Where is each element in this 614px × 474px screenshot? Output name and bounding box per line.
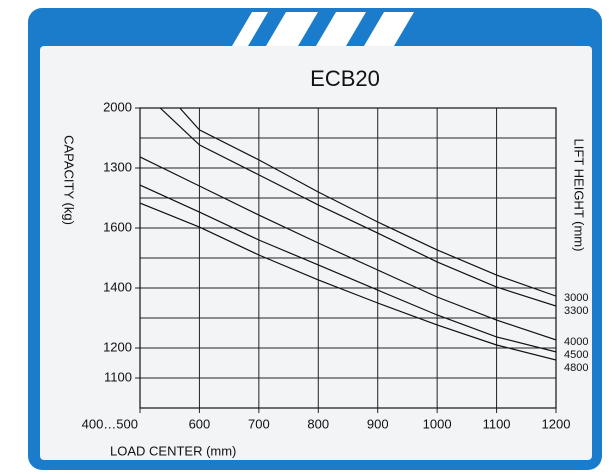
plot-lines <box>140 108 556 361</box>
series-line <box>140 156 556 341</box>
x-tick-label: 1200 <box>542 416 571 431</box>
y-tick-label: 1600 <box>103 219 132 234</box>
legend-title: LIFT HEIGHT (mm) <box>572 139 587 252</box>
legend-label: 4000 <box>564 336 588 348</box>
stripe <box>266 12 318 46</box>
series-line <box>140 184 556 353</box>
series-line <box>140 202 556 361</box>
legend-label: 3000 <box>564 292 588 304</box>
y-tick-label: 1400 <box>103 279 132 294</box>
series-line <box>179 108 556 297</box>
legend-label: 4800 <box>564 362 588 374</box>
x-axis-title: LOAD CENTER (mm) <box>110 443 236 458</box>
y-tick-label: 1100 <box>104 369 132 384</box>
legend-label: 3300 <box>564 305 588 317</box>
legend-label: 4500 <box>564 349 588 361</box>
stripe <box>364 12 414 46</box>
y-tick-label: 2000 <box>103 99 132 114</box>
x-tick-label: 1100 <box>483 416 511 431</box>
series-line <box>159 108 556 307</box>
x-tick-label: 900 <box>367 416 389 431</box>
x-tick-label: 1000 <box>423 416 452 431</box>
x-tick-label: 400…500 <box>82 416 138 431</box>
y-tick-label: 1200 <box>103 339 132 354</box>
panel <box>40 46 592 460</box>
x-tick-label: 600 <box>189 416 211 431</box>
stripe <box>316 12 366 46</box>
stripe <box>232 12 268 46</box>
plot-border <box>139 107 557 409</box>
chart-title: ECB20 <box>310 66 380 91</box>
x-tick-label: 800 <box>307 416 329 431</box>
x-tick-label: 700 <box>248 416 270 431</box>
y-tick-label: 1300 <box>103 159 132 174</box>
y-axis-title: CAPACITY (kg) <box>62 135 77 225</box>
